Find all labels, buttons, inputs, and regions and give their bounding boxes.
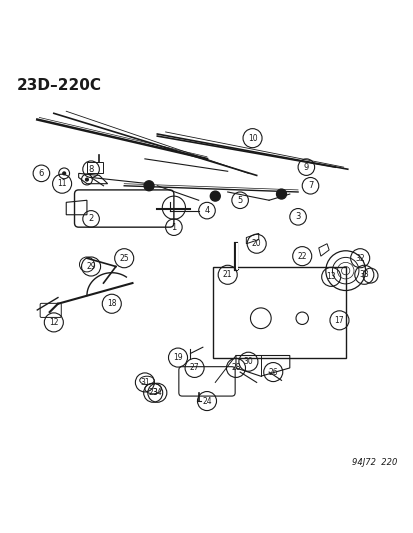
Text: 2: 2 [88,214,93,223]
Circle shape [210,191,220,201]
Text: 30: 30 [243,357,253,366]
Text: 29: 29 [86,262,96,271]
Text: 11: 11 [57,179,66,188]
Text: 19: 19 [173,353,183,362]
Text: 20: 20 [251,239,261,248]
Text: 25: 25 [119,254,129,263]
Text: 8: 8 [88,165,93,174]
Text: 28: 28 [231,364,240,373]
Text: 5: 5 [237,196,242,205]
Text: 22: 22 [297,252,306,261]
Text: 3: 3 [295,212,300,221]
Text: 31: 31 [140,378,150,387]
Text: 94J72  220: 94J72 220 [351,458,396,467]
Text: 1: 1 [171,223,176,232]
Text: 26: 26 [268,368,278,377]
Text: 17: 17 [334,316,344,325]
Text: 33: 33 [358,270,368,279]
Text: 13: 13 [325,272,335,281]
Text: 4: 4 [204,206,209,215]
Circle shape [276,189,286,199]
Text: 7: 7 [307,181,312,190]
Text: 21: 21 [223,270,232,279]
Text: 23: 23 [148,388,158,397]
Circle shape [144,181,154,191]
Text: 34: 34 [152,388,162,397]
Text: 9: 9 [303,163,308,172]
Circle shape [85,177,89,182]
Text: 32: 32 [354,254,364,263]
Text: 23D–220C: 23D–220C [17,78,101,93]
Text: 18: 18 [107,299,116,308]
Text: 6: 6 [39,169,44,178]
Text: 27: 27 [189,364,199,373]
Text: 10: 10 [247,134,257,143]
Text: 12: 12 [49,318,58,327]
Text: 24: 24 [202,397,211,406]
Circle shape [62,171,66,175]
